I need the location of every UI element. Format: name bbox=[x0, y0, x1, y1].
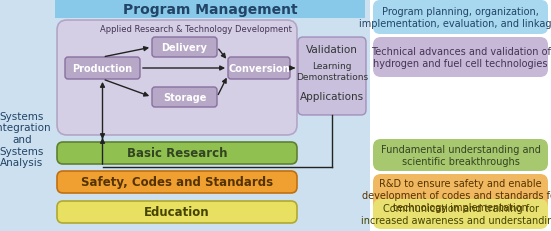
Text: R&D to ensure safety and enable
development of codes and standards for
technolog: R&D to ensure safety and enable developm… bbox=[361, 179, 551, 212]
Bar bbox=[0, 0, 370, 231]
FancyBboxPatch shape bbox=[65, 58, 140, 80]
Text: Validation: Validation bbox=[306, 45, 358, 55]
FancyBboxPatch shape bbox=[298, 38, 366, 115]
Text: Applications: Applications bbox=[300, 92, 364, 102]
FancyBboxPatch shape bbox=[373, 199, 548, 229]
Text: Program planning, organization,
implementation, evaluation, and linkages: Program planning, organization, implemen… bbox=[359, 7, 551, 29]
Text: Storage: Storage bbox=[163, 93, 206, 103]
FancyBboxPatch shape bbox=[57, 142, 297, 164]
Text: Learning
Demonstrations: Learning Demonstrations bbox=[296, 62, 368, 81]
Text: Systems
Integration
and
Systems
Analysis: Systems Integration and Systems Analysis bbox=[0, 111, 51, 167]
Text: Communication and training for
increased awareness and understanding: Communication and training for increased… bbox=[361, 203, 551, 225]
FancyBboxPatch shape bbox=[373, 174, 548, 216]
Text: Fundamental understanding and
scientific breakthroughs: Fundamental understanding and scientific… bbox=[381, 145, 541, 166]
FancyBboxPatch shape bbox=[152, 88, 217, 108]
FancyBboxPatch shape bbox=[57, 201, 297, 223]
Text: Applied Research & Technology Development: Applied Research & Technology Developmen… bbox=[100, 24, 292, 33]
FancyBboxPatch shape bbox=[57, 171, 297, 193]
Bar bbox=[55, 1, 365, 19]
FancyBboxPatch shape bbox=[57, 21, 297, 135]
Text: Conversion: Conversion bbox=[228, 64, 290, 74]
FancyBboxPatch shape bbox=[373, 38, 548, 78]
Text: Safety, Codes and Standards: Safety, Codes and Standards bbox=[81, 176, 273, 189]
FancyBboxPatch shape bbox=[373, 1, 548, 35]
Text: Technical advances and validation of
hydrogen and fuel cell technologies: Technical advances and validation of hyd… bbox=[371, 47, 550, 69]
Text: Delivery: Delivery bbox=[161, 43, 207, 53]
FancyBboxPatch shape bbox=[228, 58, 290, 80]
Text: Production: Production bbox=[72, 64, 133, 74]
Text: Education: Education bbox=[144, 206, 210, 219]
FancyBboxPatch shape bbox=[152, 38, 217, 58]
Text: Program Management: Program Management bbox=[123, 3, 298, 17]
FancyBboxPatch shape bbox=[373, 139, 548, 171]
Text: Basic Research: Basic Research bbox=[127, 147, 227, 160]
